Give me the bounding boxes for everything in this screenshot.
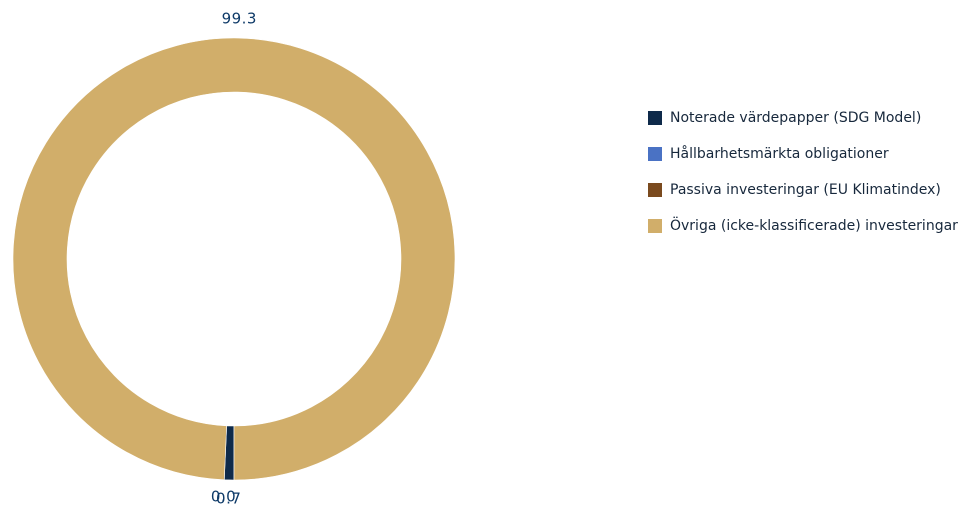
legend-item-1[interactable]: Hållbarhetsmärkta obligationer <box>648 136 958 172</box>
data-label-1: 0.7 <box>216 489 241 507</box>
legend-item-2[interactable]: Passiva investeringar (EU Klimatindex) <box>648 172 958 208</box>
legend-label-2: Passiva investeringar (EU Klimatindex) <box>670 182 941 198</box>
donut-slice-3[interactable] <box>12 37 456 481</box>
legend-label-3: Övriga (icke-klassificerade) investering… <box>670 218 958 234</box>
legend-label-1: Hållbarhetsmärkta obligationer <box>670 146 889 162</box>
legend-swatch-2 <box>648 183 662 197</box>
chart-legend: Noterade värdepapper (SDG Model) Hållbarh… <box>648 100 958 244</box>
donut-slices <box>12 37 456 481</box>
legend-swatch-0 <box>648 111 662 125</box>
legend-swatch-1 <box>648 147 662 161</box>
donut-data-labels: 99.3 0.70.0 <box>211 10 257 508</box>
legend-item-0[interactable]: Noterade värdepapper (SDG Model) <box>648 100 958 136</box>
data-label-0: 99.3 <box>222 10 257 28</box>
legend-item-3[interactable]: Övriga (icke-klassificerade) investering… <box>648 208 958 244</box>
legend-label-0: Noterade värdepapper (SDG Model) <box>670 110 922 126</box>
data-label-2: 0.0 <box>211 487 236 505</box>
legend-swatch-3 <box>648 219 662 233</box>
